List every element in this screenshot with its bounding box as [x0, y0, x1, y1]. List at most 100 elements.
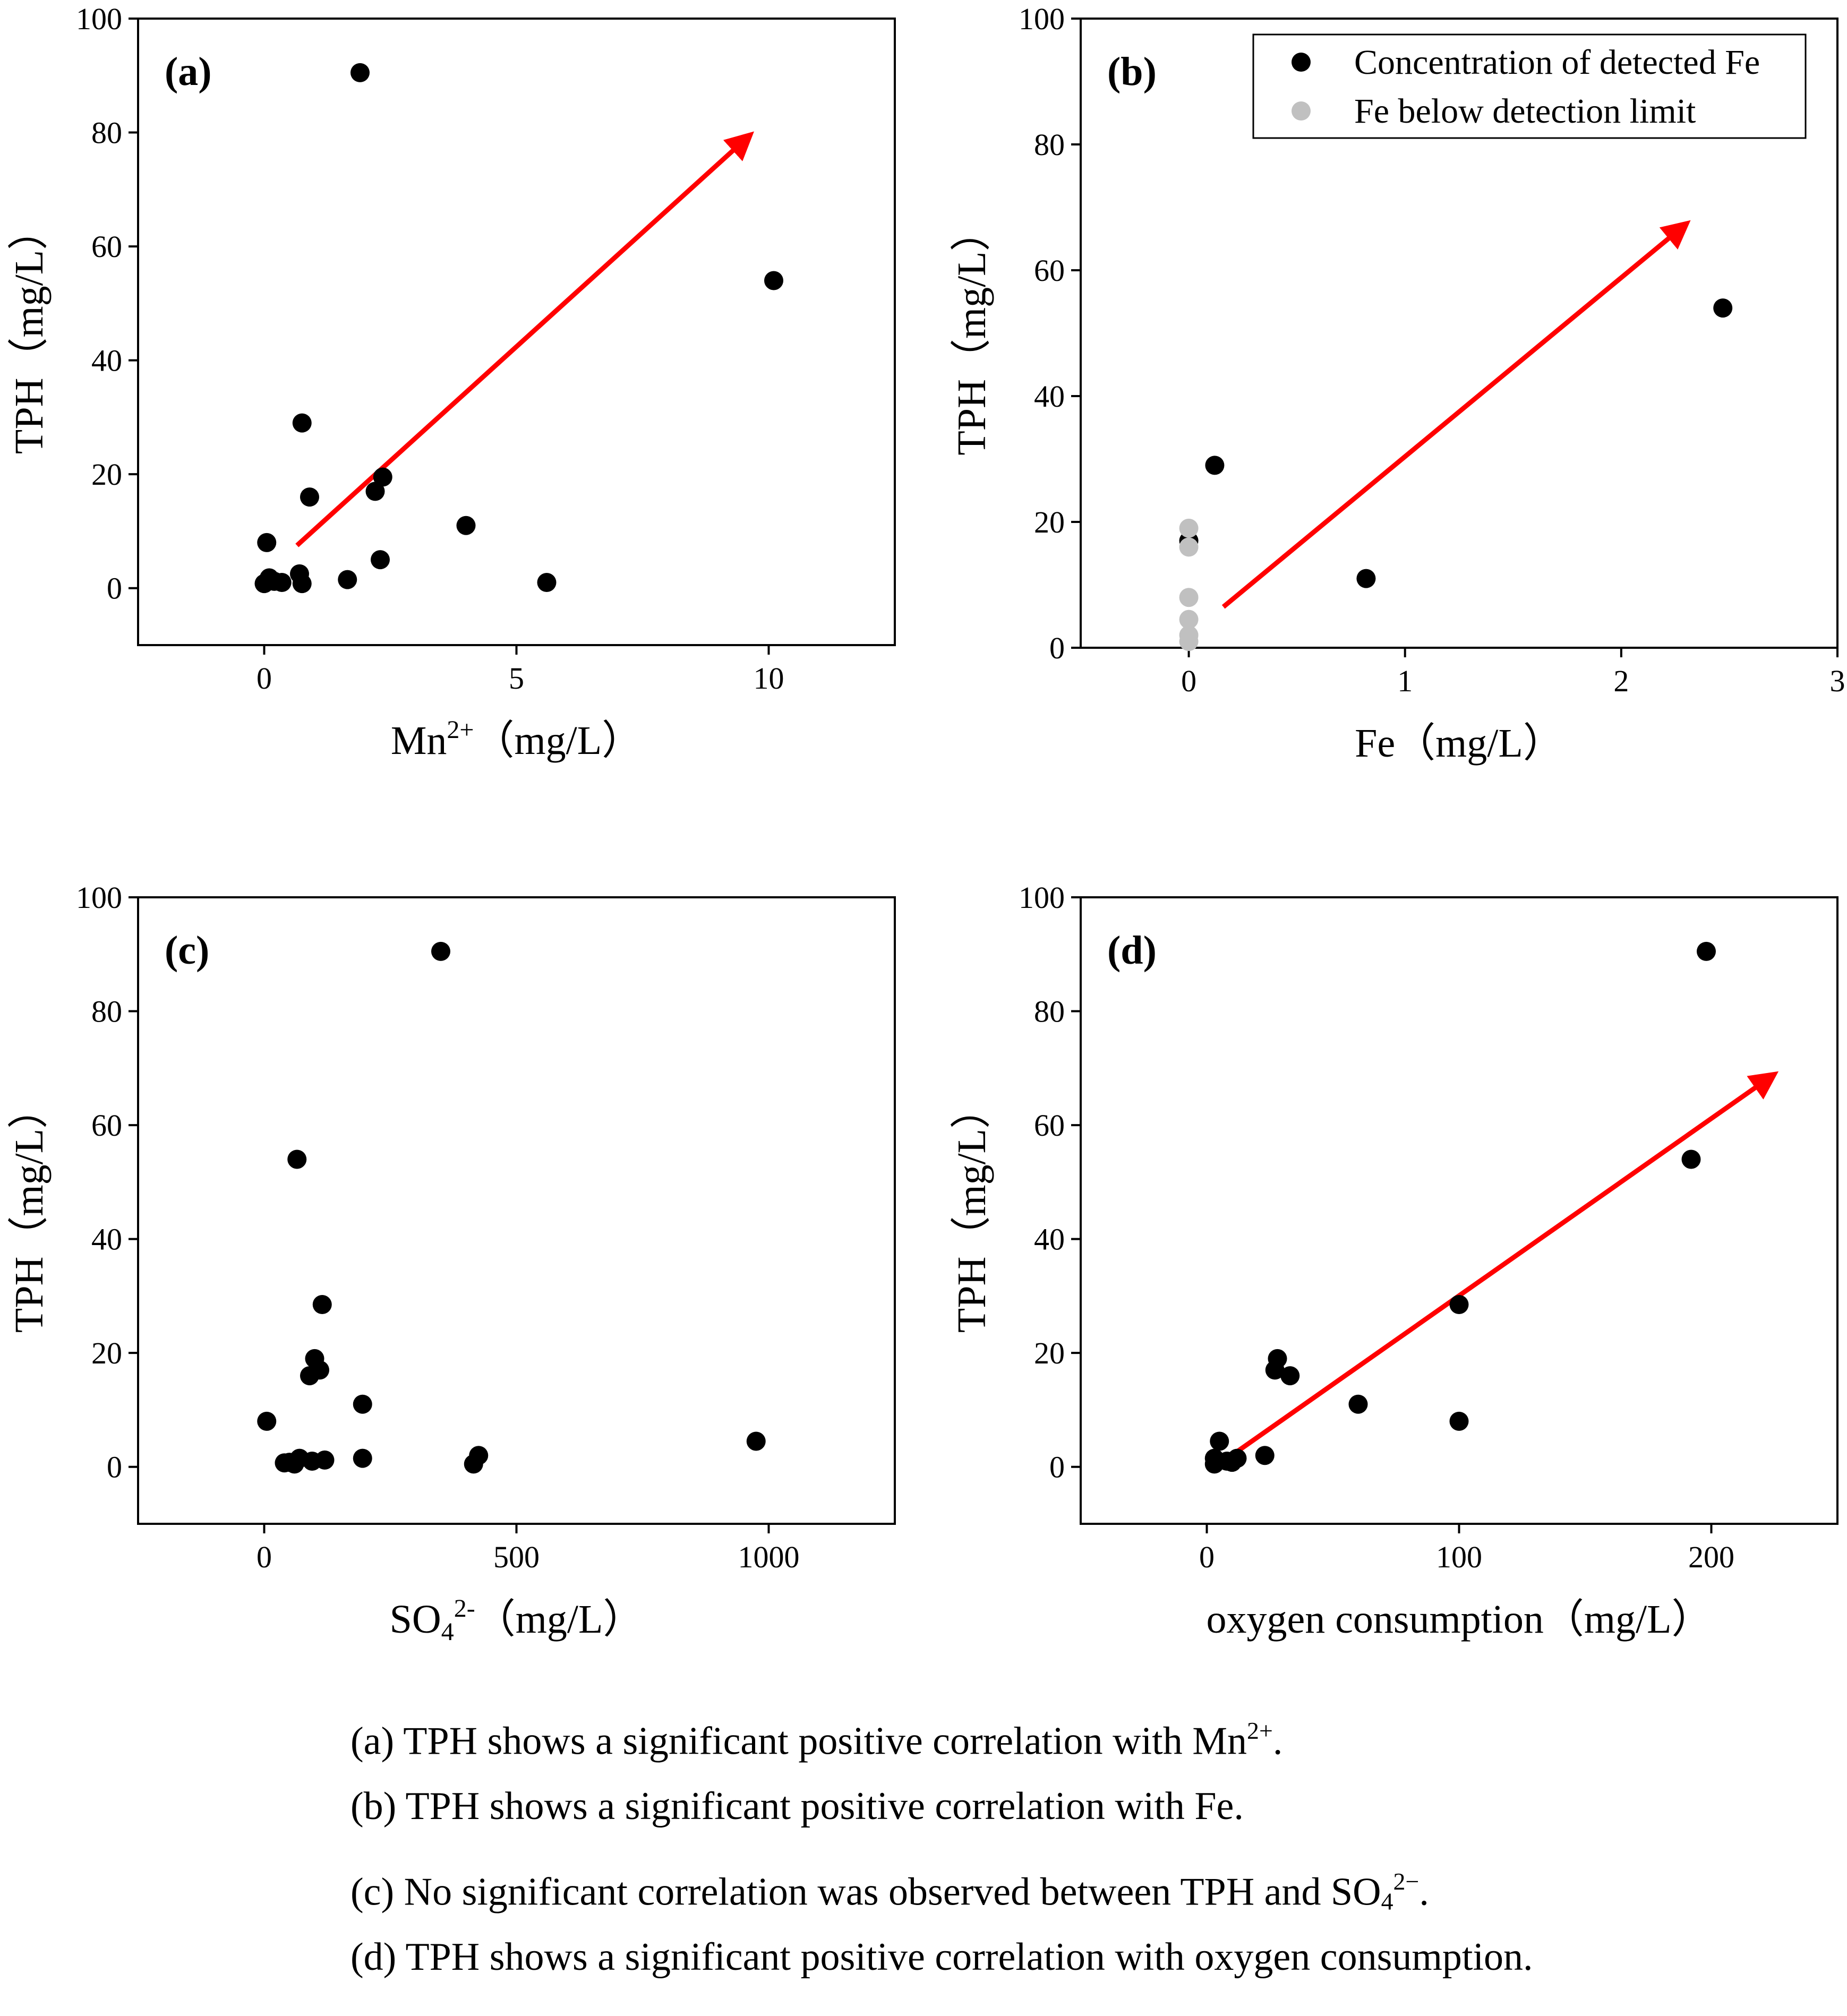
- caption-d: (d) TPH shows a significant positive cor…: [350, 1933, 1827, 2009]
- x-tick-label: 5: [509, 661, 524, 696]
- x-axis-title: SO42-（mg/L）: [390, 1594, 644, 1646]
- data-point: [764, 271, 783, 290]
- y-tick-label: 40: [1034, 1222, 1065, 1257]
- data-point: [1179, 518, 1199, 538]
- data-point: [1265, 1360, 1285, 1380]
- y-tick-label: 20: [91, 1336, 122, 1370]
- caption-b: (b) TPH shows a significant positive cor…: [350, 1782, 1827, 1858]
- y-tick-label: 100: [76, 880, 122, 915]
- data-point: [353, 1448, 372, 1468]
- data-point: [257, 1411, 277, 1431]
- y-axis-title: TPH（mg/L）: [950, 1088, 994, 1333]
- legend-marker: [1292, 101, 1311, 121]
- trend-arrow: [295, 131, 755, 547]
- data-point: [365, 482, 385, 501]
- y-tick-label: 40: [91, 344, 122, 378]
- data-point: [431, 941, 450, 961]
- x-tick-label: 3: [1830, 664, 1845, 698]
- data-point: [1348, 1394, 1368, 1414]
- data-point: [1179, 588, 1199, 607]
- x-axis-title-part: 2-: [454, 1594, 475, 1623]
- data-point: [1179, 537, 1199, 557]
- data-point: [1210, 1431, 1229, 1451]
- y-tick-label: 60: [91, 229, 122, 264]
- x-tick-label: 500: [493, 1540, 540, 1574]
- x-tick-label: 0: [1181, 664, 1196, 698]
- data-point: [373, 467, 392, 487]
- chart-panel-a: 0 20 40 60 80 100 0 5 10 TPH（mg/L） Mn2+（mg/L） (a): [7, 2, 896, 763]
- x-axis-title-part: 2+: [447, 716, 474, 744]
- x-tick-label: 2: [1613, 664, 1629, 698]
- x-axis-title-part: oxygen consumption（mg/L）: [1206, 1597, 1712, 1642]
- data-point: [300, 1366, 319, 1386]
- legend-marker: [1292, 53, 1311, 72]
- data-point: [272, 573, 292, 592]
- data-point: [312, 1295, 332, 1314]
- data-point: [1697, 941, 1716, 961]
- data-point: [257, 533, 277, 552]
- x-axis-title-part: （mg/L）: [474, 718, 643, 763]
- x-tick-label: 0: [1199, 1540, 1215, 1574]
- data-point: [1449, 1295, 1469, 1314]
- y-tick-label: 0: [107, 1450, 122, 1485]
- x-tick-label: 10: [754, 661, 784, 696]
- x-tick-label: 0: [256, 1540, 272, 1574]
- x-tick-label: 1: [1397, 664, 1413, 698]
- y-tick-label: 100: [76, 2, 122, 36]
- caption-text-part: .: [1419, 1870, 1429, 1914]
- data-point: [1179, 610, 1199, 629]
- data-point: [464, 1454, 483, 1474]
- y-tick-label: 80: [1034, 994, 1065, 1029]
- data-point: [1681, 1149, 1701, 1169]
- data-point: [353, 1394, 372, 1414]
- y-axis-title: TPH（mg/L）: [7, 210, 52, 454]
- caption-a: (a) TPH shows a significant positive cor…: [350, 1707, 1827, 1782]
- trend-arrow: [1221, 220, 1691, 609]
- y-tick-label: 20: [91, 457, 122, 492]
- legend-label: Fe below detection limit: [1354, 92, 1696, 131]
- caption-text-part: (d) TPH shows a significant positive cor…: [350, 1935, 1533, 1979]
- panel-label: (b): [1107, 49, 1157, 94]
- x-axis-title: Fe（mg/L）: [1355, 721, 1563, 766]
- caption-text-part: 2+: [1247, 1717, 1273, 1744]
- data-point: [371, 550, 390, 570]
- y-axis-title: TPH（mg/L）: [7, 1088, 52, 1333]
- y-tick-label: 0: [1049, 631, 1065, 665]
- plot-frame: [137, 896, 896, 1525]
- data-point: [1205, 456, 1225, 475]
- data-point: [292, 574, 312, 594]
- y-tick-label: 40: [91, 1222, 122, 1257]
- x-axis-title: Mn2+（mg/L）: [391, 716, 642, 763]
- y-tick-label: 20: [1034, 505, 1065, 539]
- x-tick-label: 200: [1688, 1540, 1734, 1574]
- x-axis-title: oxygen consumption（mg/L）: [1206, 1597, 1712, 1642]
- plot-frame: [137, 18, 896, 646]
- panel-label: (a): [165, 49, 212, 94]
- y-tick-label: 100: [1019, 880, 1065, 915]
- panel-label: (c): [165, 928, 209, 973]
- y-tick-label: 40: [1034, 379, 1065, 414]
- data-point: [746, 1431, 766, 1451]
- data-point: [300, 487, 319, 507]
- x-tick-label: 0: [256, 661, 272, 696]
- x-axis-title-part: （mg/L）: [475, 1597, 644, 1642]
- data-point: [1449, 1411, 1469, 1431]
- trend-arrow: [1218, 1071, 1779, 1466]
- data-point: [1204, 1454, 1224, 1474]
- data-point: [287, 1149, 307, 1169]
- data-point: [1280, 1366, 1300, 1386]
- y-tick-label: 80: [1034, 127, 1065, 162]
- y-tick-label: 100: [1019, 2, 1065, 36]
- legend-label: Concentration of detected Fe: [1354, 43, 1760, 82]
- data-point: [1179, 632, 1199, 651]
- panel-label: (d): [1107, 928, 1157, 973]
- y-tick-label: 60: [1034, 253, 1065, 288]
- x-axis-title-part: 4: [441, 1618, 454, 1646]
- y-tick-label: 60: [1034, 1108, 1065, 1143]
- plot-frame: [1080, 18, 1839, 649]
- legend-box: [1252, 33, 1807, 139]
- x-tick-label: 1000: [738, 1540, 800, 1574]
- caption-text-part: (c) No significant correlation was obser…: [350, 1870, 1381, 1914]
